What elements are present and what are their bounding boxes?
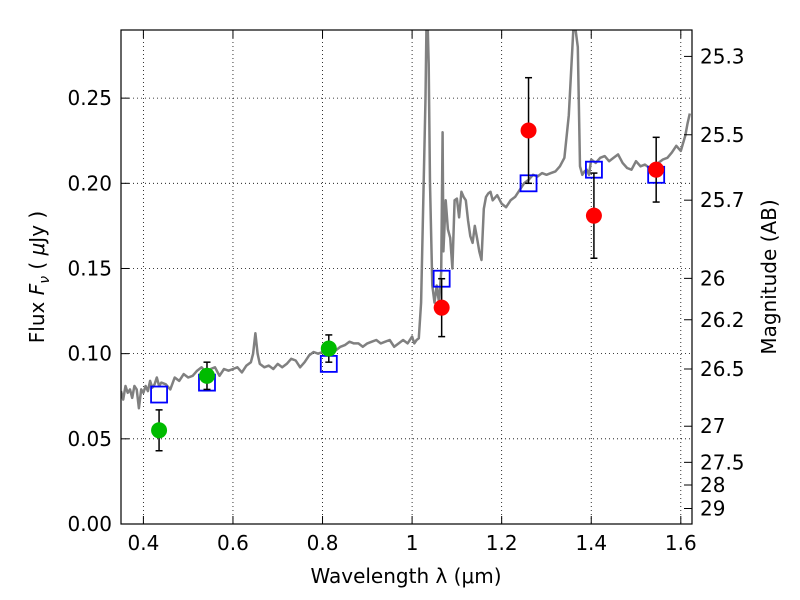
- axis-ticks: 0.4 0.6 0.8 1 1.2 1.4 1.6 0.00 0.05 0.10 0.15 0.20 0…: [67, 30, 745, 555]
- x-tick-label: 1.6: [665, 531, 697, 555]
- plot-frame: [120, 29, 693, 525]
- y-tick-label: 0.00: [67, 512, 112, 536]
- x-tick-label: 0.6: [217, 531, 249, 555]
- x-tick-label: 1.4: [575, 531, 607, 555]
- x-tick-label: 1: [406, 531, 419, 555]
- magnitude-tick-label: 28: [700, 473, 725, 497]
- observed-flux-point: [198, 367, 215, 384]
- y-tick-label: 0.20: [67, 171, 112, 195]
- magnitude-tick-label: 25.5: [700, 123, 745, 147]
- magnitude-tick-label: 26: [700, 266, 725, 290]
- observed-flux-point: [151, 422, 168, 439]
- magnitude-tick-label: 25.7: [700, 188, 745, 212]
- magnitude-tick-label: 29: [700, 496, 725, 520]
- magnitude-tick-label: 27: [700, 414, 725, 438]
- x-tick-label: 0.4: [127, 531, 159, 555]
- observed-flux-point: [585, 207, 602, 224]
- magnitude-tick-label: 26.5: [700, 357, 745, 381]
- x-axis-label: Wavelength λ (μm): [310, 564, 501, 588]
- model-photometry-square: [150, 385, 168, 404]
- y-axis-label: Flux Fν ( μJy ): [25, 211, 53, 343]
- y-tick-label: 0.15: [67, 256, 112, 280]
- observed-flux-point: [520, 122, 537, 139]
- y-tick-label: 0.25: [67, 86, 112, 110]
- y-axis-right-label: Magnitude (AB): [757, 199, 781, 354]
- observed-flux-point: [433, 299, 450, 316]
- y-tick-label: 0.05: [67, 427, 112, 451]
- x-tick-label: 0.8: [307, 531, 339, 555]
- observed-flux-point: [320, 340, 337, 357]
- data-markers: [150, 76, 666, 452]
- observed-flux-point: [648, 161, 665, 178]
- magnitude-tick-label: 25.3: [700, 44, 745, 68]
- magnitude-tick-label: 26.2: [700, 308, 745, 332]
- x-tick-label: 1.2: [486, 531, 518, 555]
- magnitude-tick-label: 27.5: [700, 450, 745, 474]
- y-tick-label: 0.10: [67, 342, 112, 366]
